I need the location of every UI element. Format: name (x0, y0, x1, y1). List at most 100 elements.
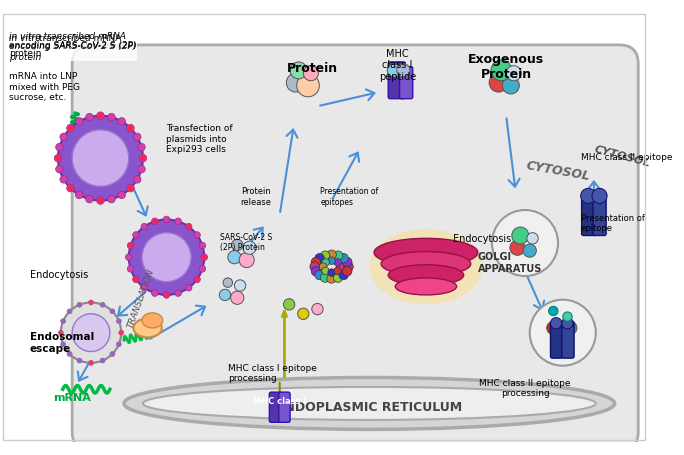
FancyBboxPatch shape (581, 195, 595, 236)
Circle shape (58, 331, 63, 335)
Circle shape (185, 285, 192, 291)
Circle shape (72, 314, 110, 352)
Text: CYTOSOL: CYTOSOL (593, 144, 651, 168)
Circle shape (287, 74, 305, 93)
Circle shape (320, 273, 330, 283)
Circle shape (194, 232, 200, 239)
FancyBboxPatch shape (551, 322, 563, 359)
Circle shape (312, 304, 323, 315)
Circle shape (328, 269, 335, 277)
Ellipse shape (369, 229, 482, 305)
Circle shape (133, 232, 140, 239)
Circle shape (127, 185, 134, 192)
Circle shape (127, 125, 134, 132)
Circle shape (141, 285, 148, 291)
Circle shape (185, 224, 192, 230)
Text: CYTOSOL: CYTOSOL (525, 159, 591, 183)
FancyBboxPatch shape (399, 67, 412, 100)
Circle shape (86, 196, 93, 203)
Ellipse shape (389, 265, 464, 286)
Circle shape (529, 300, 596, 366)
Circle shape (328, 258, 335, 265)
Ellipse shape (133, 319, 162, 338)
Circle shape (133, 134, 141, 142)
Ellipse shape (374, 239, 478, 267)
Circle shape (228, 251, 241, 264)
Circle shape (98, 114, 103, 119)
FancyBboxPatch shape (269, 392, 280, 422)
Circle shape (153, 219, 157, 224)
Circle shape (116, 342, 122, 347)
Circle shape (137, 166, 145, 173)
Circle shape (549, 307, 558, 316)
Text: protein: protein (9, 49, 41, 58)
Text: Endocytosis: Endocytosis (453, 234, 512, 244)
Circle shape (67, 309, 73, 314)
Circle shape (68, 126, 73, 131)
Text: TRANSLATION: TRANSLATION (126, 267, 156, 329)
Circle shape (55, 166, 63, 173)
Circle shape (527, 233, 538, 244)
Circle shape (66, 185, 74, 192)
Circle shape (118, 330, 124, 336)
Circle shape (86, 114, 93, 121)
Circle shape (61, 303, 121, 363)
Text: GOLGI
APPARATUS: GOLGI APPARATUS (478, 252, 542, 273)
Circle shape (127, 243, 134, 249)
Circle shape (563, 312, 573, 322)
Circle shape (60, 342, 66, 347)
Circle shape (311, 258, 321, 267)
Circle shape (140, 156, 146, 162)
Circle shape (118, 192, 125, 199)
Circle shape (564, 322, 577, 335)
Circle shape (72, 131, 129, 187)
Circle shape (152, 290, 158, 297)
Circle shape (489, 74, 508, 93)
FancyBboxPatch shape (593, 195, 606, 236)
Circle shape (118, 118, 125, 126)
Circle shape (109, 351, 115, 357)
Circle shape (397, 65, 410, 78)
Circle shape (127, 266, 134, 273)
Circle shape (107, 196, 115, 203)
Circle shape (60, 318, 66, 324)
Circle shape (220, 290, 231, 301)
Text: Exogenous
Protein: Exogenous Protein (468, 52, 544, 81)
Ellipse shape (143, 387, 596, 420)
Circle shape (311, 267, 321, 276)
Circle shape (133, 277, 140, 283)
Circle shape (322, 259, 330, 267)
Circle shape (133, 176, 141, 184)
Circle shape (119, 331, 124, 335)
Circle shape (506, 66, 521, 81)
Circle shape (125, 254, 132, 261)
Circle shape (333, 273, 343, 283)
Ellipse shape (395, 278, 457, 295)
Circle shape (491, 61, 512, 81)
Text: Endosomal
escape: Endosomal escape (29, 332, 94, 353)
Circle shape (98, 198, 103, 204)
Circle shape (327, 274, 337, 283)
Circle shape (283, 299, 295, 310)
Text: SARS-CoV-2 S
(2P) Protein: SARS-CoV-2 S (2P) Protein (220, 232, 272, 252)
Circle shape (551, 334, 564, 347)
Text: encoding SARS-CoV-2 S (2P): encoding SARS-CoV-2 S (2P) (9, 41, 137, 50)
Circle shape (75, 118, 83, 126)
Circle shape (547, 322, 560, 335)
Circle shape (297, 75, 319, 97)
Circle shape (142, 233, 191, 282)
Circle shape (96, 197, 104, 205)
Circle shape (89, 300, 94, 305)
Text: MHC class II epitope: MHC class II epitope (581, 152, 672, 161)
Circle shape (55, 144, 63, 152)
Circle shape (109, 309, 115, 314)
Circle shape (592, 189, 607, 204)
Circle shape (88, 360, 94, 366)
Circle shape (100, 358, 105, 364)
Circle shape (502, 78, 519, 95)
FancyBboxPatch shape (389, 63, 405, 100)
Circle shape (60, 176, 68, 184)
Circle shape (60, 134, 68, 142)
Ellipse shape (124, 378, 615, 430)
Circle shape (344, 263, 354, 272)
